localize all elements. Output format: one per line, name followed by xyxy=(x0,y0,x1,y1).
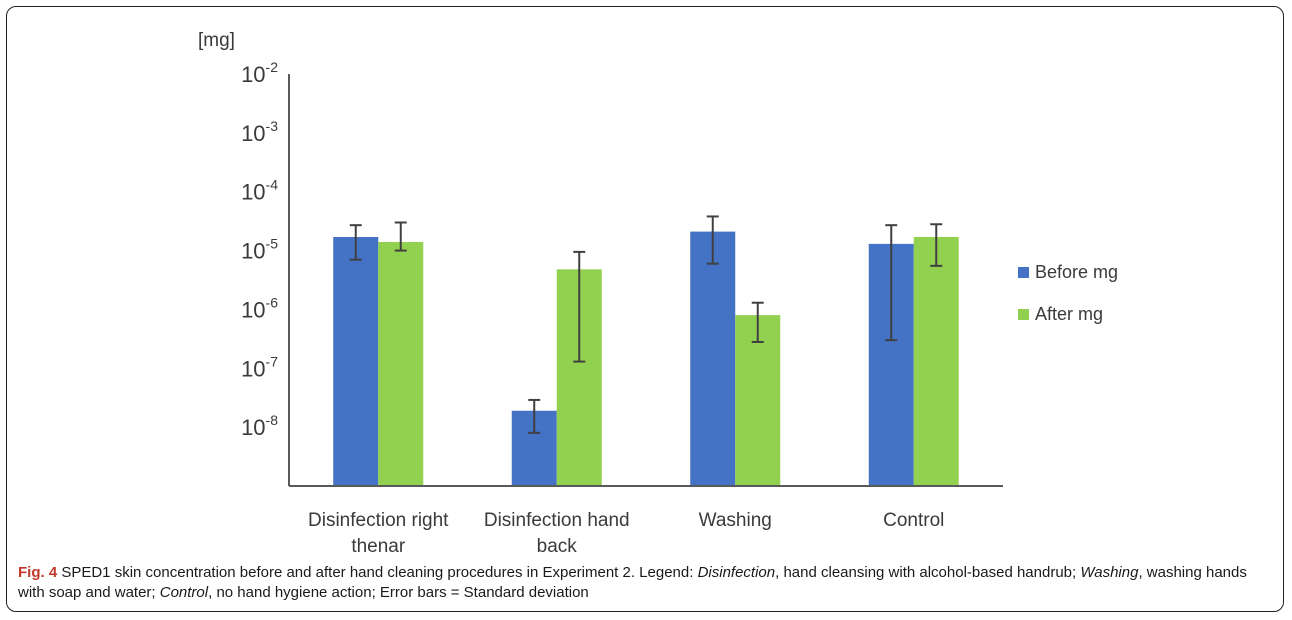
y-tick-label: 10-7 xyxy=(241,353,278,381)
y-tick-base: 10 xyxy=(241,62,265,87)
y-tick-exponent: -7 xyxy=(266,353,279,369)
legend: Before mg After mg xyxy=(1018,262,1118,324)
bar xyxy=(690,231,736,486)
bar xyxy=(333,237,379,486)
legend-label: Before mg xyxy=(1035,262,1118,282)
y-tick-label: 10-8 xyxy=(241,412,278,440)
bars xyxy=(333,231,959,486)
caption-segment: SPED1 skin concentration before and afte… xyxy=(57,564,698,581)
legend-swatch xyxy=(1018,309,1029,320)
bar xyxy=(735,315,781,486)
y-tick-label: 10-2 xyxy=(241,59,278,87)
bar xyxy=(913,237,959,486)
y-tick-label: 10-4 xyxy=(241,177,278,205)
caption-text: SPED1 skin concentration before and afte… xyxy=(18,564,1247,601)
caption-segment: , washing hands with soap and water; xyxy=(18,564,1247,601)
y-tick-exponent: -6 xyxy=(266,294,279,310)
figure-frame xyxy=(6,6,1284,612)
category-label: Control xyxy=(883,510,944,531)
caption-segment: , hand cleansing with alcohol-based hand… xyxy=(775,564,1081,581)
legend-swatch xyxy=(1018,267,1029,278)
y-unit-label: [mg] xyxy=(198,30,235,51)
y-tick-exponent: -5 xyxy=(266,236,279,252)
figure-label: Fig. 4 xyxy=(18,564,58,581)
y-tick-base: 10 xyxy=(241,356,265,381)
y-tick-base: 10 xyxy=(241,121,265,146)
y-tick-exponent: -2 xyxy=(266,59,279,75)
category-labels: Disinfection right thenar Disinfection han… xyxy=(308,510,944,557)
y-tick-label: 10-6 xyxy=(241,294,278,322)
category-label: Washing xyxy=(699,510,772,531)
caption-term: Disinfection xyxy=(697,564,776,581)
caption-segment: , no hand hygiene action; Error bars = S… xyxy=(208,584,589,601)
category-label: Disinfection right xyxy=(308,510,449,531)
y-tick-exponent: -4 xyxy=(266,177,279,193)
y-tick-base: 10 xyxy=(241,180,265,205)
y-tick-label: 10-5 xyxy=(241,236,278,264)
legend-label: After mg xyxy=(1035,304,1103,324)
y-tick-base: 10 xyxy=(241,239,265,264)
caption-term: Washing xyxy=(1080,564,1139,581)
figure-caption: Fig. 4 SPED1 skin concentration before a… xyxy=(18,563,1268,603)
y-tick-exponent: -3 xyxy=(266,118,279,134)
y-tick-label: 10-3 xyxy=(241,118,278,146)
caption-term: Control xyxy=(159,584,209,601)
y-tick-base: 10 xyxy=(241,297,265,322)
category-label: back xyxy=(537,536,578,557)
y-tick-base: 10 xyxy=(241,415,265,440)
bar xyxy=(378,241,424,486)
bar-chart: [mg] 10-210-310-410-510-610-710-8 Disinf… xyxy=(198,30,1118,557)
y-tick-labels: 10-210-310-410-510-610-710-8 xyxy=(241,59,278,440)
category-label: Disinfection hand xyxy=(484,510,630,531)
category-label: thenar xyxy=(351,536,406,557)
error-bars xyxy=(349,215,943,434)
y-tick-exponent: -8 xyxy=(266,412,279,428)
